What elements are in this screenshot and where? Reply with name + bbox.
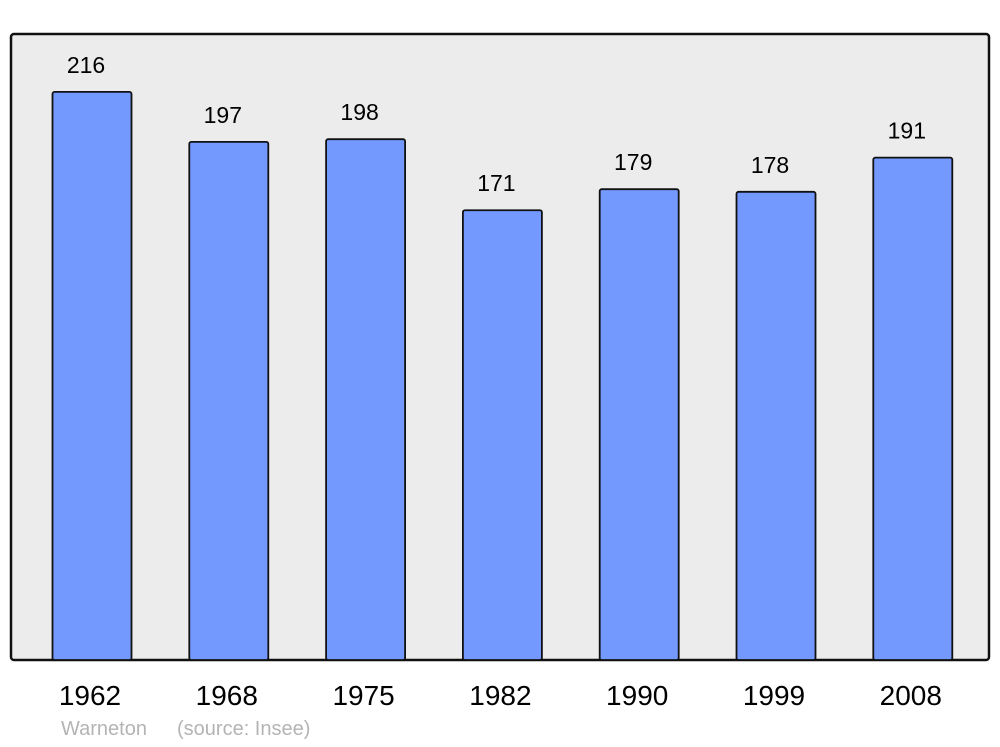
data-label-1999: 178 [751, 152, 789, 178]
footer-source: (source: Insee) [177, 718, 311, 740]
data-label-1962: 216 [67, 52, 105, 78]
x-tick-label-1990: 1990 [606, 680, 668, 711]
x-tick-label-1975: 1975 [332, 680, 394, 711]
bar-1990 [598, 188, 680, 661]
data-label-1982: 171 [477, 170, 515, 196]
x-tick-label-1999: 1999 [743, 680, 805, 711]
data-label-2008: 191 [888, 118, 926, 144]
bar-1968 [188, 140, 270, 661]
bar-1999 [735, 190, 817, 661]
x-tick-label-1968: 1968 [196, 680, 258, 711]
x-tick-label-1962: 1962 [59, 680, 121, 711]
bar-1962 [51, 90, 133, 661]
x-tick-label-2008: 2008 [880, 680, 942, 711]
bar-2008 [872, 156, 954, 661]
footer-place: Warneton [61, 718, 147, 740]
data-label-1975: 198 [340, 99, 378, 125]
data-label-1968: 197 [204, 102, 242, 128]
bar-1982 [461, 209, 543, 661]
bar-1975 [325, 138, 407, 661]
x-tick-label-1982: 1982 [469, 680, 531, 711]
data-label-1990: 179 [614, 149, 652, 175]
